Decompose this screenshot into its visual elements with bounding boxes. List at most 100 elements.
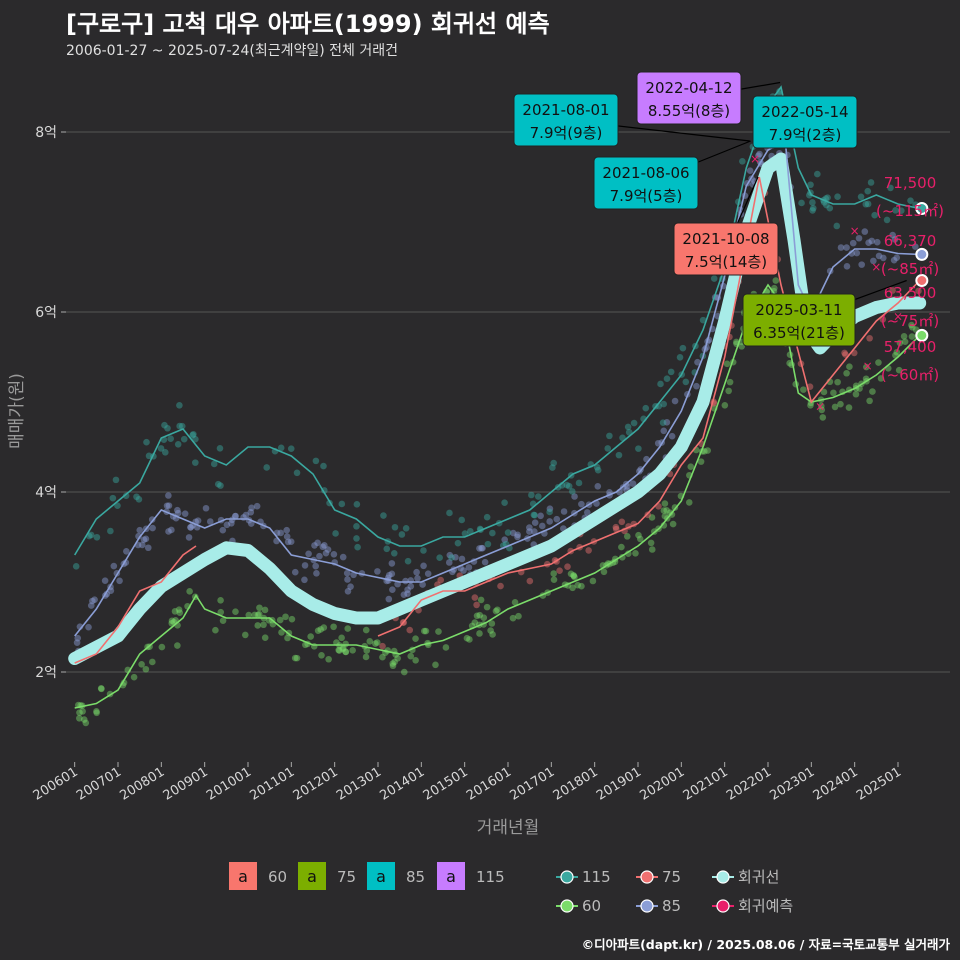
scatter-point — [385, 595, 393, 603]
scatter-point — [398, 531, 406, 538]
scatter-point — [136, 526, 144, 534]
chart-title: [구로구] 고척 대우 아파트(1999) 회귀선 예측 — [66, 10, 550, 38]
scatter-point — [624, 550, 632, 557]
scatter-point — [448, 554, 455, 561]
scatter-point — [809, 199, 816, 206]
scatter-point — [704, 447, 711, 454]
scatter-point — [206, 518, 214, 525]
scatter-point — [389, 662, 397, 670]
scatter-point — [865, 239, 872, 247]
scatter-point — [87, 531, 95, 539]
scatter-point — [253, 502, 261, 510]
scatter-point — [726, 378, 734, 386]
scatter-point — [174, 441, 182, 448]
scatter-point — [282, 613, 289, 621]
scatter-point — [755, 152, 762, 159]
scatter-point — [283, 533, 291, 540]
scatter-point — [362, 626, 370, 634]
scatter-point — [807, 402, 814, 409]
scatter-point — [404, 590, 411, 597]
scatter-point — [164, 424, 171, 432]
scatter-point — [509, 614, 517, 622]
scatter-point — [277, 444, 285, 452]
y-tick-label: 4억 — [35, 485, 57, 501]
scatter-point — [432, 661, 439, 669]
y-tick-label: 2억 — [35, 665, 57, 681]
scatter-point — [473, 601, 480, 609]
scatter-point — [120, 679, 128, 687]
scatter-point — [494, 606, 501, 614]
scatter-point — [161, 449, 169, 456]
prediction-mark: × — [750, 152, 760, 166]
scatter-point — [256, 604, 263, 612]
scatter-point — [889, 231, 896, 239]
legend-marker — [716, 899, 730, 913]
scatter-point — [251, 611, 258, 619]
chart-subtitle: 2006-01-27 ~ 2025-07-24(최근계약일) 전체 거래건 — [66, 43, 398, 59]
x-tick-label: 202101 — [681, 765, 731, 804]
scatter-point — [349, 647, 356, 654]
scatter-point — [504, 529, 512, 536]
legend-series-75: 75 — [636, 868, 681, 886]
scatter-point — [388, 560, 396, 567]
scatter-point — [261, 634, 269, 642]
scatter-point — [663, 375, 671, 383]
scatter-point — [887, 184, 894, 192]
legend-label: 60 — [582, 897, 601, 915]
scatter-point — [857, 193, 865, 201]
scatter-point — [76, 709, 83, 716]
legend-marker — [640, 870, 654, 884]
scatter-point — [668, 511, 676, 518]
scatter-point — [353, 535, 360, 542]
scatter-point — [255, 610, 263, 618]
x-tick-label: 202401 — [811, 765, 861, 804]
scatter-point — [145, 452, 153, 460]
prediction-mark: × — [863, 359, 873, 373]
scatter-point — [560, 508, 568, 515]
scatter-point — [699, 316, 707, 324]
scatter-point — [400, 668, 408, 676]
x-axis-title: 거래년월 — [477, 818, 540, 838]
scatter-point — [318, 652, 325, 659]
scatter-point — [826, 204, 834, 212]
legend-series-60: 60 — [556, 897, 601, 915]
scatter-point — [187, 523, 195, 531]
scatter-point — [374, 568, 381, 575]
scatter-point — [583, 509, 591, 516]
scatter-point — [232, 608, 239, 616]
scatter-point — [186, 588, 193, 595]
scatter-point — [511, 599, 519, 606]
scatter-point — [342, 648, 349, 656]
prediction-mark: × — [893, 310, 903, 324]
scatter-point — [756, 150, 763, 158]
scatter-point — [98, 685, 105, 693]
legend-label: 회귀예측 — [738, 897, 793, 915]
callout-label: 2025-03-11 6.35억(21층) — [742, 293, 856, 347]
scatter-point — [723, 360, 731, 368]
legend-key — [367, 862, 395, 890]
scatter-point — [476, 630, 483, 637]
scatter-point — [663, 419, 671, 426]
scatter-point — [402, 525, 410, 532]
callout-price: 7.5억(14층) — [685, 253, 767, 271]
scatter-point — [342, 648, 350, 656]
scatter-point — [385, 571, 393, 579]
scatter-point — [347, 583, 354, 590]
scatter-point — [109, 494, 117, 502]
scatter-point — [571, 573, 578, 581]
scatter-point — [567, 570, 575, 578]
scatter-point — [871, 211, 878, 219]
scatter-point — [287, 445, 295, 453]
scatter-point — [725, 387, 732, 395]
scatter-point — [165, 528, 172, 535]
scatter-point — [578, 500, 585, 508]
scatter-point — [442, 644, 450, 651]
scatter-point — [283, 526, 290, 534]
x-tick-label: 202201 — [724, 765, 774, 804]
y-axis-title: 매매가(원) — [7, 373, 27, 449]
scatter-point — [284, 634, 291, 642]
scatter-point — [93, 533, 101, 541]
scatter-point — [861, 228, 869, 235]
scatter-point — [814, 170, 821, 178]
scatter-point — [158, 643, 166, 651]
